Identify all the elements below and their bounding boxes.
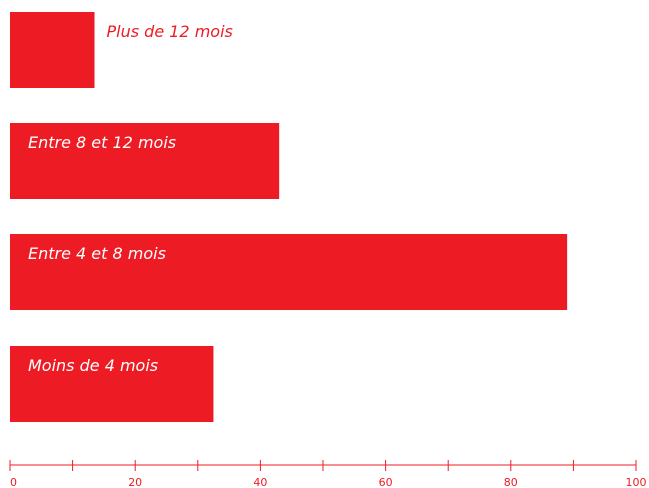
bar-label-0: Plus de 12 mois <box>107 22 233 41</box>
bar-label-2: Entre 4 et 8 mois <box>28 244 166 263</box>
x-axis: 0 20 40 60 80 100 <box>9 460 647 488</box>
bar-label-3: Moins de 4 mois <box>28 356 158 375</box>
x-tick-label-60: 60 <box>379 476 393 488</box>
x-tick-label-80: 80 <box>504 476 518 488</box>
bar-3 <box>10 346 214 422</box>
bars-group: Plus de 12 mois Entre 8 et 12 mois Entre 4… <box>10 12 568 422</box>
bar-0 <box>10 12 95 88</box>
x-tick-label-20: 20 <box>128 476 142 488</box>
x-tick-label-40: 40 <box>253 476 267 488</box>
x-tick-label-0: 0 <box>10 476 17 488</box>
x-tick-label-100: 100 <box>626 476 647 488</box>
bar-1 <box>10 123 280 199</box>
bar-2 <box>10 234 568 310</box>
bar-label-1: Entre 8 et 12 mois <box>28 133 176 152</box>
